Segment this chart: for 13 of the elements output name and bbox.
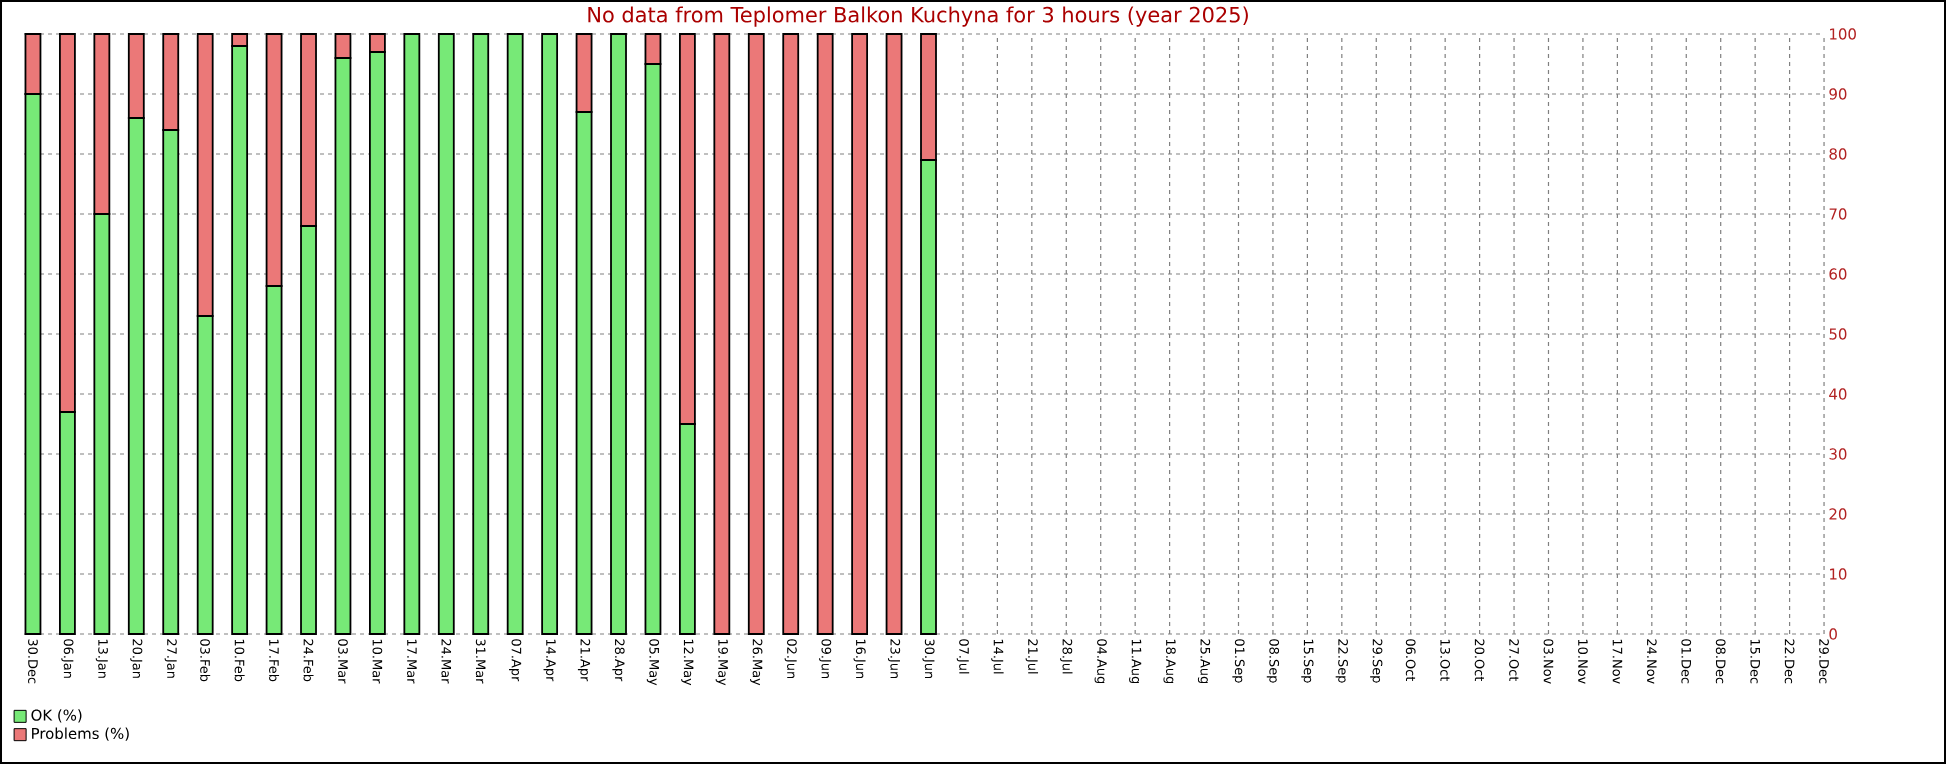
bar xyxy=(472,33,490,635)
chart-title: No data from Teplomer Balkon Kuchyna for 3 hours (year 2025) xyxy=(588,6,1248,27)
bar xyxy=(782,33,800,635)
bar xyxy=(851,33,869,635)
bar xyxy=(506,33,524,635)
bar xyxy=(713,33,731,635)
bar xyxy=(541,33,559,635)
bar xyxy=(885,33,903,635)
bar xyxy=(747,33,765,635)
bar xyxy=(610,33,627,635)
bar xyxy=(816,33,834,635)
bar xyxy=(437,33,455,635)
bar xyxy=(403,33,421,635)
